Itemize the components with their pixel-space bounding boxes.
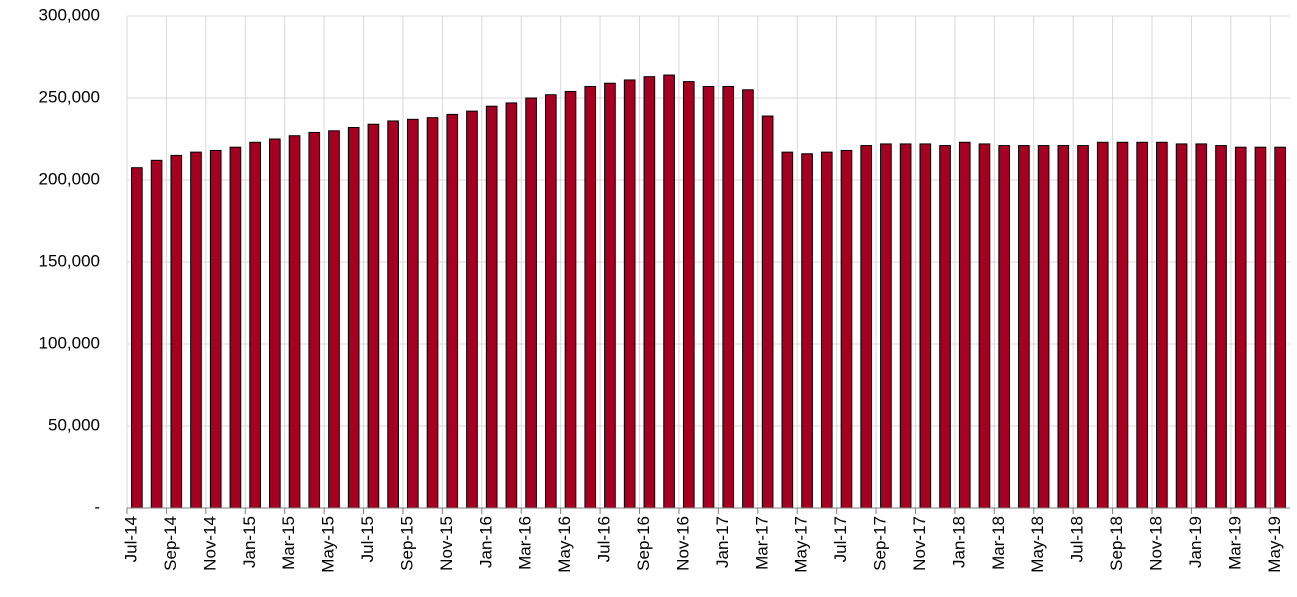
bar — [505, 102, 518, 509]
x-tick-label: Jan-19 — [1186, 516, 1205, 568]
bar — [367, 123, 380, 509]
bar — [249, 141, 261, 509]
bar — [958, 141, 971, 509]
bar — [131, 167, 143, 509]
bar — [682, 81, 695, 509]
x-tick-label: Mar-17 — [752, 516, 771, 570]
bar — [328, 130, 340, 509]
x-tick-label: May-15 — [319, 516, 338, 573]
bar — [939, 145, 951, 509]
x-tick-label: Jan-18 — [949, 516, 968, 568]
bar — [623, 79, 636, 509]
bar — [1136, 141, 1148, 509]
bar — [820, 151, 833, 509]
x-tick-label: Jan-17 — [713, 516, 732, 568]
x-tick-label: Sep-16 — [634, 516, 653, 571]
bar — [1156, 141, 1168, 509]
x-tick-label: Nov-18 — [1147, 516, 1166, 571]
bar — [880, 143, 892, 509]
bar — [742, 89, 754, 509]
x-tick-label: May-18 — [1028, 516, 1047, 573]
bar — [1018, 145, 1030, 509]
bar — [998, 145, 1011, 509]
bar — [406, 118, 419, 509]
bar — [229, 146, 242, 509]
bar — [190, 151, 202, 509]
x-tick-label: Sep-15 — [397, 516, 416, 571]
x-tick-label: Jan-16 — [476, 516, 495, 568]
bar — [702, 86, 715, 509]
bar — [525, 97, 537, 509]
bar — [308, 131, 321, 509]
bar — [387, 120, 399, 509]
x-tick-label: Sep-17 — [871, 516, 890, 571]
bar — [269, 138, 281, 509]
bar — [564, 90, 577, 509]
x-tick-label: May-17 — [792, 516, 811, 573]
bar — [1274, 146, 1286, 509]
y-tick-label: 300,000 — [39, 5, 100, 24]
bar — [1215, 145, 1227, 509]
x-tick-label: Mar-19 — [1225, 516, 1244, 570]
bar — [466, 110, 478, 509]
bar — [604, 82, 616, 509]
x-tick-label: Mar-18 — [989, 516, 1008, 570]
bar — [1077, 145, 1089, 509]
bar — [840, 149, 853, 509]
y-tick-label: 200,000 — [39, 169, 100, 188]
x-tick-label: Nov-17 — [910, 516, 929, 571]
y-tick-label: - — [94, 497, 100, 516]
bar — [978, 143, 991, 509]
x-tick-label: May-16 — [555, 516, 574, 573]
x-tick-label: Jul-18 — [1068, 516, 1087, 562]
x-tick-label: Nov-16 — [673, 516, 692, 571]
bar — [485, 105, 498, 509]
bar — [801, 153, 813, 509]
y-tick-label: 50,000 — [48, 415, 100, 434]
y-tick-label: 100,000 — [39, 333, 100, 352]
bar — [860, 145, 873, 509]
bar — [426, 117, 439, 509]
bar — [781, 151, 794, 509]
bar — [288, 135, 301, 509]
x-tick-label: Mar-16 — [516, 516, 535, 570]
bar — [1195, 143, 1208, 509]
bar — [899, 143, 912, 509]
bar — [1116, 141, 1129, 509]
x-tick-label: Nov-14 — [200, 516, 219, 571]
bar — [347, 127, 360, 509]
y-tick-label: 250,000 — [39, 87, 100, 106]
bar — [1254, 146, 1267, 509]
bar — [722, 86, 735, 509]
bar — [761, 115, 774, 509]
x-tick-label: Sep-18 — [1107, 516, 1126, 571]
x-tick-label: Jul-17 — [831, 516, 850, 562]
bar — [919, 143, 932, 509]
x-tick-label: Jul-14 — [121, 516, 140, 562]
bar — [1234, 146, 1247, 509]
y-tick-label: 150,000 — [39, 251, 100, 270]
bar — [643, 76, 656, 509]
bar — [170, 154, 183, 509]
bar — [446, 113, 459, 509]
bar — [150, 159, 163, 509]
x-tick-label: Mar-15 — [279, 516, 298, 570]
x-tick-label: Jul-16 — [595, 516, 614, 562]
bar — [584, 86, 597, 509]
bar — [663, 74, 675, 509]
x-tick-label: Sep-14 — [161, 516, 180, 571]
bar — [544, 94, 557, 509]
bar — [1175, 143, 1188, 509]
x-tick-label: Nov-15 — [437, 516, 456, 571]
bar — [1057, 145, 1070, 509]
x-tick-label: May-19 — [1265, 516, 1284, 573]
bar — [1037, 145, 1050, 509]
x-tick-label: Jul-15 — [358, 516, 377, 562]
x-tick-label: Jan-15 — [240, 516, 259, 568]
bar — [1096, 141, 1109, 509]
bar — [209, 149, 222, 509]
